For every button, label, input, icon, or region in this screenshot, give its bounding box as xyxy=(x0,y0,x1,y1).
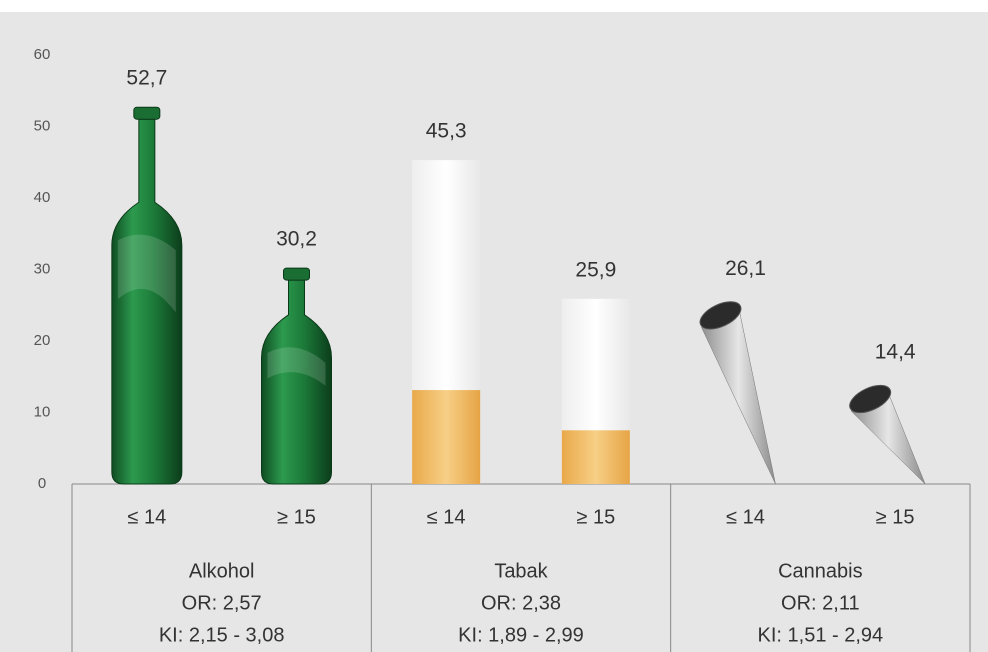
group-label: Tabak xyxy=(494,560,548,582)
y-tick-label: 40 xyxy=(34,189,51,206)
x-tick-label: ≤ 14 xyxy=(127,506,166,528)
cigarette-filter xyxy=(561,430,630,484)
value-label: 45,3 xyxy=(426,120,467,143)
y-tick-label: 20 xyxy=(34,332,51,349)
joint-ember xyxy=(849,384,892,414)
x-tick-label: ≤ 14 xyxy=(427,506,466,528)
joint-ember xyxy=(699,301,742,330)
x-tick-label: ≤ 14 xyxy=(726,506,765,528)
bottle xyxy=(261,279,332,485)
odds-ratio: OR: 2,57 xyxy=(182,592,262,614)
bottle-cap xyxy=(283,267,310,281)
cigarette-filter xyxy=(412,390,481,484)
y-tick-label: 60 xyxy=(34,46,51,63)
y-tick-label: 30 xyxy=(34,260,51,277)
y-tick-label: 10 xyxy=(34,403,51,420)
bottle-shine xyxy=(117,234,176,313)
bottle-shine xyxy=(267,347,326,386)
x-tick-label: ≥ 15 xyxy=(576,506,615,528)
x-tick-label: ≥ 15 xyxy=(876,506,915,528)
group-label: Alkohol xyxy=(189,560,255,582)
value-label: 30,2 xyxy=(276,228,317,251)
value-label: 25,9 xyxy=(575,258,616,281)
odds-ratio: OR: 2,38 xyxy=(481,592,561,614)
value-label: 26,1 xyxy=(725,257,766,280)
y-tick-label: 50 xyxy=(34,117,51,134)
group-label: Cannabis xyxy=(778,560,863,582)
value-label: 14,4 xyxy=(875,341,916,364)
y-tick-label: 0 xyxy=(38,475,46,492)
odds-ratio: OR: 2,11 xyxy=(781,592,860,614)
value-label: 52,7 xyxy=(126,67,167,90)
confidence-interval: KI: 2,15 - 3,08 xyxy=(159,624,285,646)
bottle xyxy=(111,118,183,485)
confidence-interval: KI: 1,51 - 2,94 xyxy=(758,624,884,646)
confidence-interval: KI: 1,89 - 2,99 xyxy=(458,624,584,646)
bottle-cap xyxy=(133,106,161,120)
x-tick-label: ≥ 15 xyxy=(277,506,316,528)
